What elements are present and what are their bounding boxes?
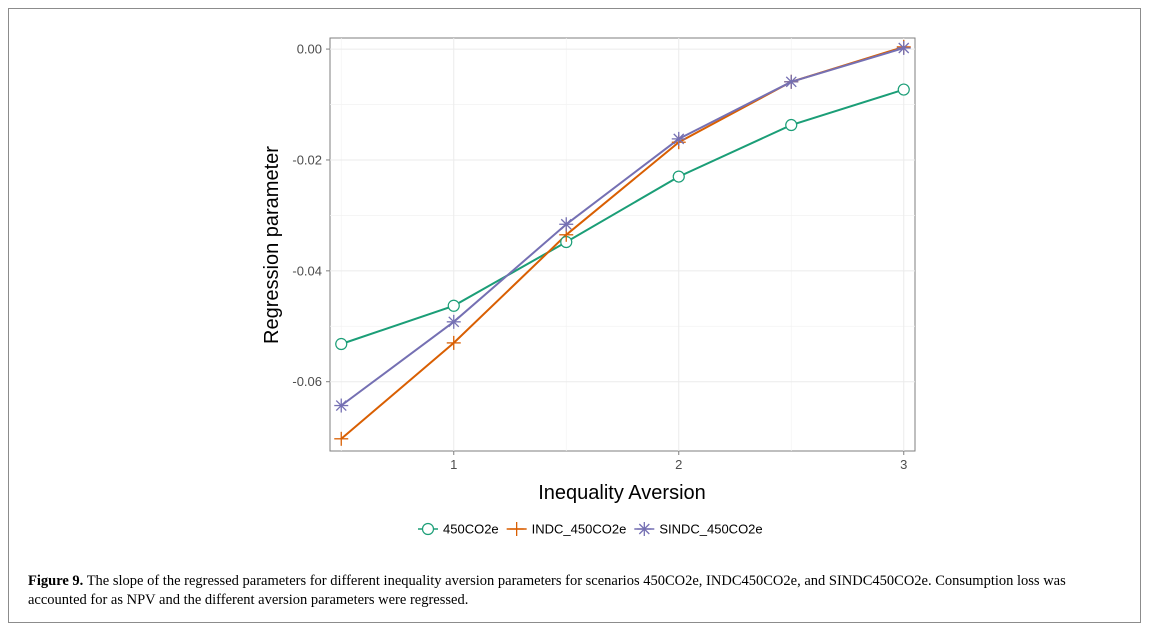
data-point-series-3: [784, 74, 799, 89]
legend: 450CO2e INDC_450CO2e SINDC_450CO2e: [418, 522, 763, 537]
data-point-series-1: [897, 83, 910, 96]
legend-marker: [421, 522, 435, 536]
x-tick-label: 1: [450, 457, 457, 472]
data-point-series-1: [447, 299, 460, 312]
legend-label: INDC_450CO2e: [532, 522, 627, 537]
series-line-3: [340, 47, 905, 407]
data-point-series-3: [334, 398, 349, 413]
legend-marker: [509, 522, 524, 536]
x-axis-title: Inequality Aversion: [538, 482, 706, 504]
legend-item-2: INDC_450CO2e: [506, 522, 627, 537]
legend-label: SINDC_450CO2e: [659, 522, 762, 537]
data-point-series-3: [446, 314, 461, 329]
data-point-series-1: [335, 337, 348, 351]
legend-item-1: 450CO2e: [418, 522, 499, 537]
y-tick-label: -0.04: [292, 263, 322, 278]
data-point-series-3: [896, 40, 911, 55]
x-tick-label: 2: [675, 457, 682, 472]
series-lines: [340, 45, 905, 440]
plot-panel: [329, 37, 916, 452]
grid-lines: [330, 38, 915, 451]
caption-label: Figure 9.: [28, 573, 84, 589]
series-markers: [334, 39, 911, 446]
data-point-series-1: [672, 170, 685, 183]
data-point-series-3: [559, 217, 574, 232]
data-point-series-1: [785, 118, 798, 132]
caption-text: The slope of the regressed parameters fo…: [28, 573, 1066, 608]
y-axis-title: Regression parameter: [261, 146, 283, 344]
legend-item-3: SINDC_450CO2e: [634, 522, 763, 537]
line-chart: 0.00 -0.02 -0.04 -0.06 1 2 3 Inequality Aversi…: [261, 37, 916, 537]
x-tick-label: 3: [900, 457, 907, 472]
data-point-series-2: [334, 431, 349, 446]
data-point-series-2: [446, 335, 461, 350]
figure-caption: Figure 9. The slope of the regressed par…: [28, 572, 1128, 610]
axis-ticks: 0.00 -0.02 -0.04 -0.06 1 2 3: [292, 42, 907, 472]
series-line-1: [340, 88, 905, 345]
y-tick-label: 0.00: [297, 42, 322, 57]
legend-marker: [637, 522, 652, 536]
legend-label: 450CO2e: [443, 522, 499, 537]
data-point-series-3: [671, 131, 686, 146]
y-tick-label: -0.06: [292, 374, 322, 389]
y-tick-label: -0.02: [292, 152, 322, 167]
